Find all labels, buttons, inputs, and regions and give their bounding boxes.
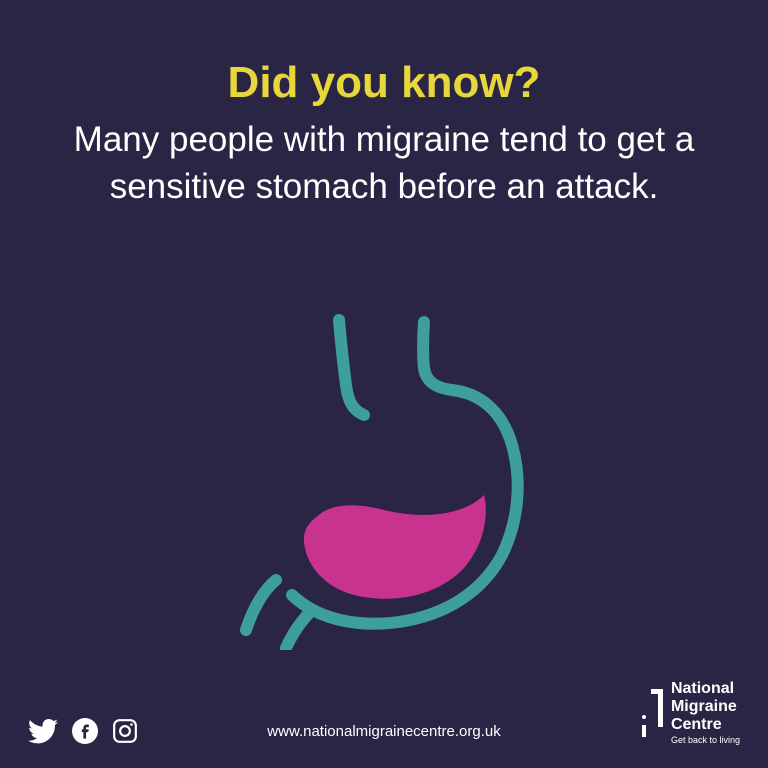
website-url: www.nationalmigrainecentre.org.uk: [267, 723, 500, 740]
facebook-icon: [72, 718, 98, 744]
social-icons: [28, 718, 138, 744]
logo-line-3: Centre: [671, 716, 740, 734]
body-text: Many people with migraine tend to get a …: [0, 108, 768, 211]
logo-line-1: National: [671, 680, 740, 698]
org-logo: National Migraine Centre Get back to liv…: [637, 680, 740, 746]
logo-mark-icon: [637, 689, 663, 737]
logo-tagline: Get back to living: [671, 736, 740, 746]
stomach-illustration: [224, 310, 544, 655]
footer: www.nationalmigrainecentre.org.uk Nation…: [0, 688, 768, 768]
logo-line-2: Migraine: [671, 698, 740, 716]
logo-text: National Migraine Centre Get back to liv…: [671, 680, 740, 746]
twitter-icon: [28, 719, 58, 744]
instagram-icon: [112, 718, 138, 744]
heading: Did you know?: [0, 0, 768, 108]
